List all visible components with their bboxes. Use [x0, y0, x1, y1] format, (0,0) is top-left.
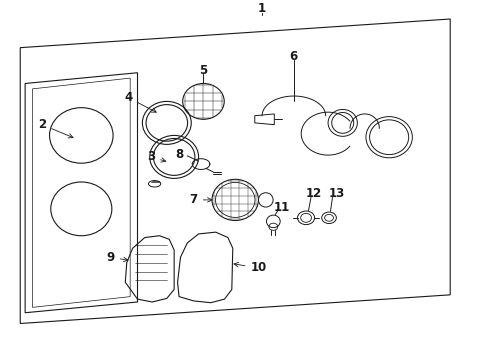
Text: 8: 8	[175, 148, 183, 161]
Text: 4: 4	[124, 91, 156, 112]
Text: 5: 5	[199, 64, 208, 77]
Text: 1: 1	[258, 3, 266, 15]
Text: 11: 11	[273, 201, 290, 213]
Text: 3: 3	[147, 150, 166, 163]
Text: 12: 12	[305, 187, 321, 200]
Text: 6: 6	[290, 50, 298, 63]
Text: 10: 10	[234, 261, 267, 274]
Text: 13: 13	[329, 187, 345, 200]
Text: 9: 9	[106, 251, 128, 264]
Text: 7: 7	[190, 193, 212, 206]
Text: 2: 2	[38, 118, 73, 138]
